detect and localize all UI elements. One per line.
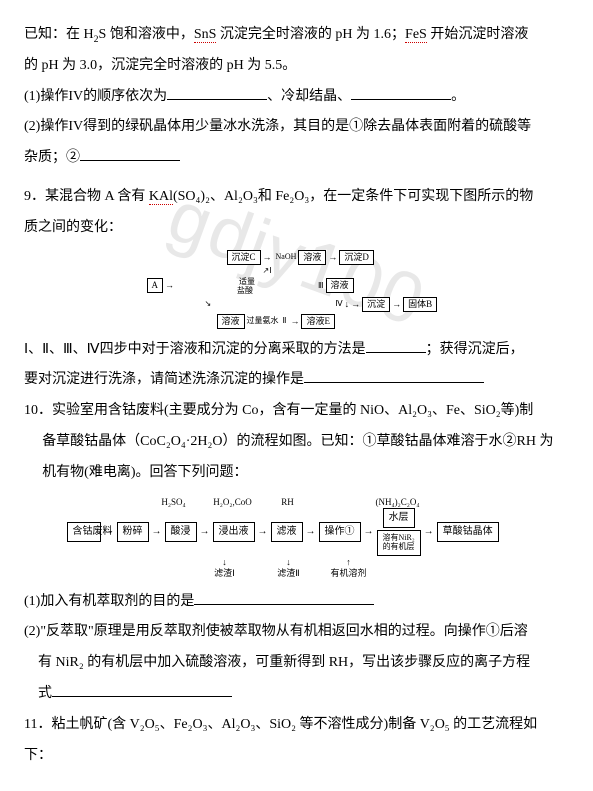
arrow: → [200,526,210,538]
blank [80,146,180,161]
label: Ⅱ [283,317,287,325]
box: 操作① [319,522,361,542]
label: Ⅲ [318,282,324,290]
box: 溶液 [326,278,354,293]
text: 粘土帆矿(含 V₂O₅、Fe₂O₃、Al₂O₃、SiO₂ 等不溶性成分)制备 V… [51,717,537,732]
box: 滤液 [271,522,303,542]
arrow: → [152,526,162,538]
q9-tail: Ⅰ、Ⅱ、Ⅲ、Ⅳ四步中对于溶液和沉淀的分离采取的方法是 ；获得沉淀后， [24,335,569,366]
text: Ⅰ、Ⅱ、Ⅲ、Ⅳ四步中对于溶液和沉淀的分离采取的方法是 [24,342,366,357]
arrow: → [104,526,114,538]
box: 酸浸 [165,522,197,542]
arrow: → [263,253,272,262]
q9-stem2: 质之间的变化： [24,213,569,244]
box: 粉碎 [117,522,149,542]
document-body: 已知：在 H2S 饱和溶液中，SnS 沉淀完全时溶液的 pH 为 1.6；FeS… [24,20,569,771]
text: 、冷却结晶、 [267,89,351,104]
arrow: → [306,526,316,538]
label: Ⅳ [335,300,342,308]
label: 适量 盐酸 [237,277,255,295]
box: A [147,278,164,293]
box: 沉淀 [362,297,390,312]
blank [366,338,426,353]
text: (SO₄)₂、Al₂O₃和 Fe₂O₃，在一定条件下可实现下图所示的物 [173,189,533,204]
q9-diagram: 沉淀C → NaOH 溶液 → 沉淀D ↗Ⅰ A → 适量 盐酸 Ⅲ 溶液 [24,250,569,329]
box: 草酸钴晶体 [437,522,499,542]
q10-stem2: 备草酸钴晶体（CoC₂O₄·2H₂O）的流程如图。已知：①草酸钴晶体难溶于水②R… [24,427,569,458]
blank [52,682,232,697]
label: H₂SO₄ [151,497,197,508]
text: 实验室用含钴废料(主要成分为 Co，含有一定量的 NiO、Al₂O₃、Fe、Si… [52,403,533,418]
question-number: 11． [24,717,51,732]
q-part2: (2)操作IV得到的绿矾晶体用少量冰水洗涤，其目的是①除去晶体表面附着的硫酸等 [24,112,569,143]
underlined: KAl [149,189,173,205]
box: 溶液 [298,250,326,265]
label: 滤渣Ⅰ [214,568,235,578]
q-part1: (1)操作IV的顺序依次为、冷却结晶、。 [24,82,569,113]
box: 固体B [403,297,437,312]
text: 已知：在 H [24,27,94,42]
text: 某混合物 A 含有 [45,189,149,204]
q-part2b: 杂质；② [24,143,569,174]
blank [194,590,374,605]
text: S 饱和溶液中， [99,27,194,42]
q11-stem: 11．粘土帆矿(含 V₂O₅、Fe₂O₃、Al₂O₃、SiO₂ 等不溶性成分)制… [24,710,569,741]
intro-paragraph: 已知：在 H2S 饱和溶液中，SnS 沉淀完全时溶液的 pH 为 1.6；FeS… [24,20,569,51]
arrow: → [364,526,374,538]
arrow: → [424,526,434,538]
text: 杂质；② [24,150,80,165]
text: 沉淀完全时溶液的 pH 为 1.6； [216,27,405,42]
q10-sub2b: 有 NiR₂ 的有机层中加入硫酸溶液，可重新得到 RH，写出该步骤反应的离子方程 [24,648,569,679]
text: (1)加入有机萃取剂的目的是 [24,594,194,609]
q9-stem: 9．某混合物 A 含有 KAl(SO₄)₂、Al₂O₃和 Fe₂O₃，在一定条件… [24,182,569,213]
arrow: → [392,300,401,309]
blank [304,368,484,383]
arrow: → [258,526,268,538]
blank [167,85,267,100]
blank [351,85,451,100]
arrow: → [165,281,174,290]
underlined: FeS [405,27,427,43]
box: 沉淀C [227,250,261,265]
label: 有机溶剂 [330,568,366,578]
label: (NH₄)₂C₂O₄ [365,497,431,508]
text: 开始沉淀时溶液 [427,27,529,42]
text: (1)操作IV的顺序依次为 [24,89,167,104]
intro-paragraph-2: 的 pH 为 3.0，沉淀完全时溶液的 pH 为 5.5。 [24,51,569,82]
underlined: SnS [194,27,217,43]
box: 沉淀D [339,250,374,265]
box: 水层 [389,512,409,523]
q10-sub2c: 式 [24,679,569,710]
arrow: → [290,317,299,326]
question-number: 9． [24,189,45,204]
arrow: → [328,253,337,262]
text: 要对沉淀进行洗涤，请简述洗涤沉淀的操作是 [24,372,304,387]
q9-tail2: 要对沉淀进行洗涤，请简述洗涤沉淀的操作是 [24,365,569,396]
q10-stem3: 机有物(难电离)。回答下列问题： [24,458,569,489]
q11-stem2: 下： [24,741,569,772]
q10-diagram: H₂SO₄ H₂O₂,CoO RH (NH₄)₂C₂O₄ 含钴废料 → 粉碎 →… [24,497,569,579]
q10-stem: 10．实验室用含钴废料(主要成分为 Co，含有一定量的 NiO、Al₂O₃、Fe… [24,396,569,427]
label: RH [269,497,307,508]
label: Ⅰ [269,266,271,275]
box: 溶液 [217,314,245,329]
box: 含钴废料 [67,522,101,542]
q10-sub1: (1)加入有机萃取剂的目的是 [24,587,569,618]
box: 溶有NiR₂ 的有机层 [377,530,421,556]
text: ；获得沉淀后， [426,342,524,357]
label: 过量氨水 [247,317,279,325]
text: 式 [38,686,52,701]
box: 浸出液 [213,522,255,542]
label: H₂O₂,CoO [205,497,261,508]
arrow: → [351,300,360,309]
box: 溶液E [301,314,335,329]
label: 滤渣Ⅱ [277,568,299,578]
question-number: 10． [24,403,52,418]
q10-sub2a: (2)"反萃取"原理是用反萃取剂使被萃取物从有机相返回水相的过程。向操作①后溶 [24,617,569,648]
label: NaOH [276,253,297,261]
